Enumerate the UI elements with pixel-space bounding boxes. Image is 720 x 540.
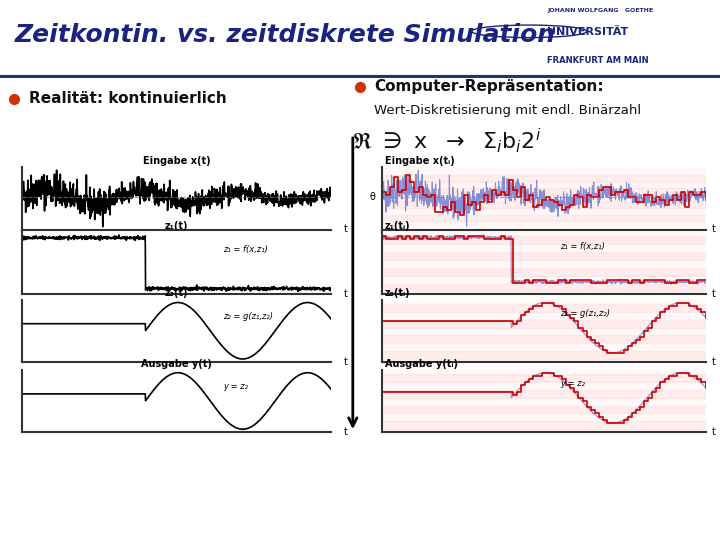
Text: UNIVERSITÄT: UNIVERSITÄT [547, 27, 629, 37]
Text: Ausgabe y(t): Ausgabe y(t) [141, 359, 212, 369]
Bar [382, 176, 706, 182]
Text: z₁ = f(x,z₁): z₁ = f(x,z₁) [223, 245, 268, 254]
Bar [382, 252, 706, 260]
Text: Computer-Repräsentation:: Computer-Repräsentation: [374, 79, 604, 94]
Bar [382, 335, 706, 343]
Text: Eingabe x(t): Eingabe x(t) [143, 156, 210, 166]
Text: z₁ = f(x,z₁): z₁ = f(x,z₁) [560, 241, 605, 251]
Bar [382, 188, 706, 195]
Bar [382, 201, 706, 208]
Text: y = z₂: y = z₂ [223, 382, 248, 392]
Text: JOHANN WOLFGANG   GOETHE: JOHANN WOLFGANG GOETHE [547, 8, 653, 13]
Bar [382, 268, 706, 275]
Text: Eingabe x(tᵢ): Eingabe x(tᵢ) [385, 156, 454, 166]
Bar [382, 374, 706, 382]
Bar [382, 320, 706, 328]
Text: θ: θ [369, 192, 375, 202]
Text: z₂ = g(z₁,z₂): z₂ = g(z₁,z₂) [560, 309, 610, 318]
Text: t: t [712, 427, 716, 437]
Text: Ausgabe y(tᵢ): Ausgabe y(tᵢ) [385, 359, 458, 369]
Text: z₂ = g(z₁,z₂): z₂ = g(z₁,z₂) [223, 312, 273, 321]
Bar [382, 421, 706, 429]
Text: FRANKFURT AM MAIN: FRANKFURT AM MAIN [547, 56, 649, 65]
Bar [382, 284, 706, 292]
Text: t: t [343, 427, 348, 437]
Bar [382, 406, 706, 414]
Text: $\mathfrak{R}$ $\ni$ x  $\rightarrow$  $\Sigma_i$b$_i$2$^i$: $\mathfrak{R}$ $\ni$ x $\rightarrow$ $\S… [351, 126, 541, 155]
Text: t: t [343, 357, 348, 367]
Text: Zeitkontin. vs. zeitdiskrete Simulation: Zeitkontin. vs. zeitdiskrete Simulation [14, 23, 555, 47]
Text: y = z₂: y = z₂ [560, 379, 585, 388]
Text: z₁(t): z₁(t) [165, 221, 188, 231]
Text: z₁(tᵢ): z₁(tᵢ) [385, 221, 410, 231]
Text: t: t [343, 225, 348, 234]
Bar [382, 351, 706, 359]
Text: t: t [343, 289, 348, 299]
Text: t: t [712, 357, 716, 367]
Text: Wert-Diskretisierung mit endl. Binärzahl: Wert-Diskretisierung mit endl. Binärzahl [374, 104, 642, 117]
Bar [382, 214, 706, 221]
Text: t: t [712, 225, 716, 234]
Text: t: t [712, 289, 716, 299]
Bar [382, 390, 706, 398]
Bar [382, 236, 706, 244]
Text: z₂(t): z₂(t) [165, 288, 188, 299]
Bar [382, 304, 706, 312]
Text: z₂(tᵢ): z₂(tᵢ) [385, 288, 410, 299]
Text: Realität: kontinuierlich: Realität: kontinuierlich [29, 91, 227, 106]
Text: - 8 -: - 8 - [662, 522, 682, 532]
Text: R.Brause, Kap.5: Simulation: R.Brause, Kap.5: Simulation [14, 522, 150, 532]
